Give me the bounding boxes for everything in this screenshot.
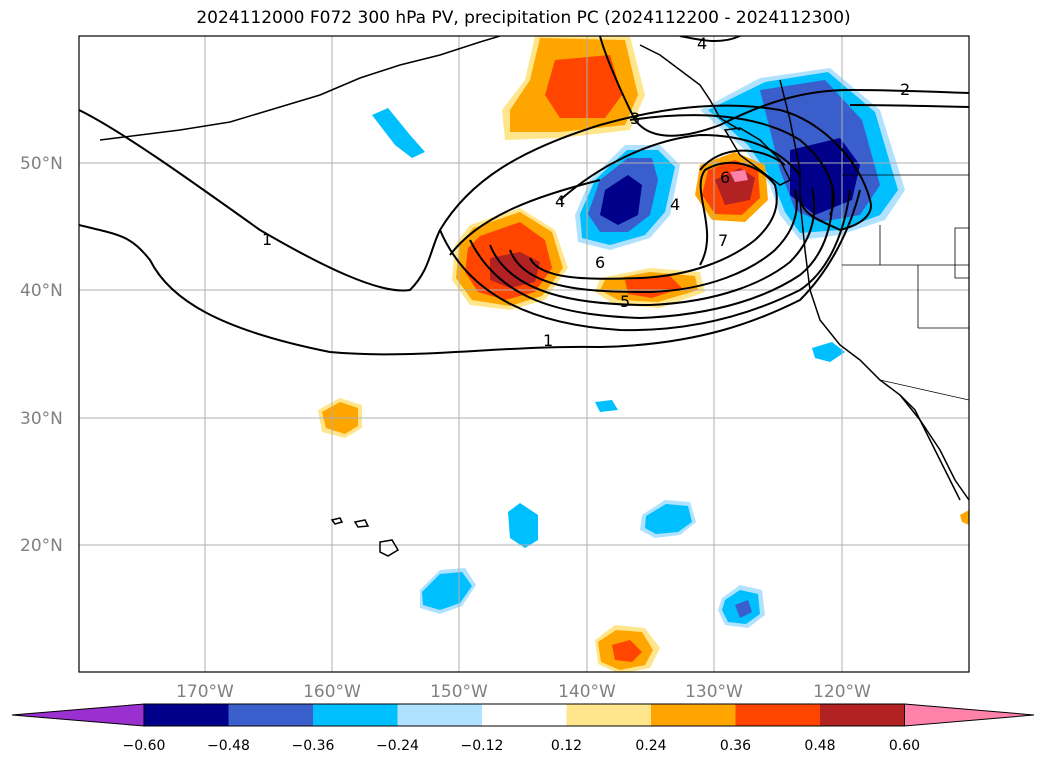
precip-small-31n	[595, 400, 618, 412]
alaska-coast	[99, 36, 501, 141]
borders	[842, 174, 969, 401]
colorbar-segment	[651, 704, 736, 726]
lat-label-30n: 30°N	[20, 409, 63, 429]
pv-labels: 1 1 2 3 4 4 4 5 6 6 7	[262, 34, 910, 350]
colorbar-segment	[482, 704, 567, 726]
map-title: 2024112000 F072 300 hPa PV, precipitatio…	[196, 8, 851, 28]
colorbar-tick-label: −0.60	[123, 738, 166, 754]
colorbar-tick-label: 0.48	[804, 738, 835, 754]
pv-contours	[79, 36, 969, 356]
colorbar-extend-high	[904, 703, 1035, 727]
precip-small-34n	[812, 342, 845, 362]
lon-label-140w: 140°W	[558, 682, 616, 702]
colorbar-tick-label: −0.24	[376, 738, 419, 754]
pv-contour-1-outer	[79, 189, 861, 356]
coastlines	[99, 36, 969, 557]
lat-label-50n: 50°N	[20, 154, 63, 174]
lon-label-170w: 170°W	[176, 682, 234, 702]
colorbar-segment	[397, 704, 482, 726]
colorbar-tick-label: −0.36	[292, 738, 335, 754]
precip-small-alaska	[372, 108, 425, 158]
pv-label-2: 2	[900, 80, 910, 99]
colorbar: −0.60 −0.48 −0.36 −0.24 −0.12 0.12 0.24 …	[11, 703, 1035, 754]
colorbar-extend-low	[11, 703, 145, 727]
colorbar-segment	[566, 704, 651, 726]
lon-label-120w: 120°W	[813, 682, 871, 702]
pv-contour-1-north	[79, 109, 601, 292]
lon-labels: 170°W 160°W 150°W 140°W 130°W 120°W	[176, 682, 871, 702]
lon-label-130w: 130°W	[685, 682, 743, 702]
colorbar-tick-label: 0.36	[720, 738, 751, 754]
pv-label-4c: 4	[697, 34, 707, 53]
colorbar-ticks: −0.60 −0.48 −0.36 −0.24 −0.12 0.12 0.24 …	[123, 738, 921, 754]
lon-label-160w: 160°W	[303, 682, 361, 702]
colorbar-tick-label: 0.24	[635, 738, 666, 754]
colorbar-segment	[735, 704, 820, 726]
vancouver-island	[723, 127, 792, 186]
lat-label-40n: 40°N	[20, 281, 63, 301]
colorbar-segment	[820, 704, 905, 726]
graticule	[79, 36, 969, 672]
pv-label-3: 3	[630, 109, 640, 128]
colorbar-tick-label: 0.60	[889, 738, 920, 754]
plot-frame	[78, 35, 970, 673]
pv-label-5: 5	[620, 292, 630, 311]
colorbar-tick-label: −0.48	[207, 738, 250, 754]
lat-labels: 50°N 40°N 30°N 20°N	[20, 154, 63, 556]
pv-label-4b: 4	[670, 195, 680, 214]
colorbar-tick-label: 0.12	[551, 738, 582, 754]
lat-label-20n: 20°N	[20, 536, 63, 556]
pv-label-6a: 6	[595, 253, 605, 272]
hawaii-2	[353, 519, 370, 528]
pv-label-7: 7	[718, 231, 728, 250]
pv-label-1-south: 1	[543, 331, 553, 350]
precip-small-edge	[960, 510, 969, 525]
lon-label-150w: 150°W	[430, 682, 488, 702]
pv-contour-inner	[529, 161, 778, 280]
hawaii-3	[379, 539, 400, 557]
hawaii-1	[330, 517, 344, 525]
pv-label-4a: 4	[555, 192, 565, 211]
colorbar-segment	[144, 704, 229, 726]
colorbar-segment	[228, 704, 313, 726]
colorbar-tick-label: −0.12	[461, 738, 504, 754]
baja	[899, 394, 961, 501]
pv-contour-3	[599, 36, 969, 137]
na-coast	[779, 79, 969, 501]
pv-label-6b: 6	[720, 168, 730, 187]
colorbar-segment	[313, 704, 398, 726]
precip-small-hawaii-n	[508, 503, 538, 548]
pv-label-1-west: 1	[262, 230, 272, 249]
